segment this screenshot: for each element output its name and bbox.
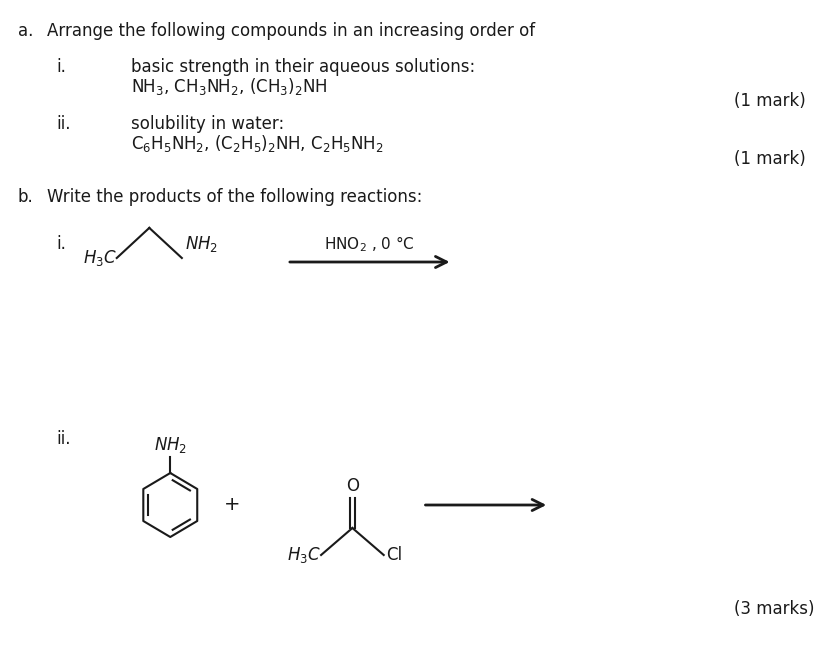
Text: ii.: ii.	[56, 115, 71, 133]
Text: Arrange the following compounds in an increasing order of: Arrange the following compounds in an in…	[46, 22, 534, 40]
Text: $H_3C$: $H_3C$	[83, 248, 117, 268]
Text: solubility in water:: solubility in water:	[131, 115, 284, 133]
Text: ii.: ii.	[56, 430, 71, 448]
Text: (1 mark): (1 mark)	[733, 150, 805, 168]
Text: b.: b.	[17, 188, 33, 206]
Text: i.: i.	[56, 58, 66, 76]
Text: (3 marks): (3 marks)	[733, 600, 813, 618]
Text: +: +	[224, 495, 240, 514]
Text: (1 mark): (1 mark)	[733, 92, 805, 110]
Text: a.: a.	[17, 22, 33, 40]
Text: $H_3C$: $H_3C$	[286, 545, 320, 565]
Text: NH$_3$, CH$_3$NH$_2$, (CH$_3$)$_2$NH: NH$_3$, CH$_3$NH$_2$, (CH$_3$)$_2$NH	[131, 76, 327, 97]
Text: Write the products of the following reactions:: Write the products of the following reac…	[46, 188, 421, 206]
Text: HNO$_2$ , 0 °C: HNO$_2$ , 0 °C	[324, 235, 415, 254]
Text: $NH_2$: $NH_2$	[153, 435, 186, 455]
Text: $NH_2$: $NH_2$	[185, 234, 218, 254]
Text: i.: i.	[56, 235, 66, 253]
Text: Cl: Cl	[385, 546, 402, 564]
Text: basic strength in their aqueous solutions:: basic strength in their aqueous solution…	[131, 58, 475, 76]
Text: O: O	[345, 477, 359, 495]
Text: C$_6$H$_5$NH$_2$, (C$_2$H$_5$)$_2$NH, C$_2$H$_5$NH$_2$: C$_6$H$_5$NH$_2$, (C$_2$H$_5$)$_2$NH, C$…	[131, 133, 383, 154]
